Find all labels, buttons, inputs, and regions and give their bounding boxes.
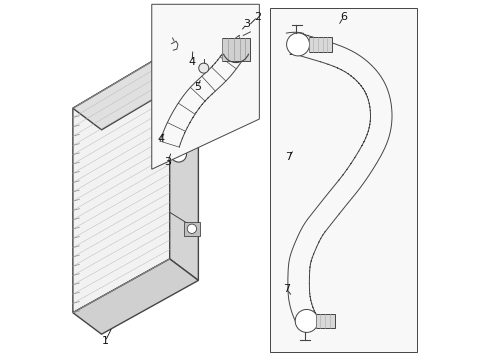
Polygon shape xyxy=(270,8,417,352)
Bar xyxy=(184,222,200,235)
Polygon shape xyxy=(152,4,259,169)
Circle shape xyxy=(199,63,209,73)
Text: 4: 4 xyxy=(157,134,164,144)
Circle shape xyxy=(184,85,202,103)
Circle shape xyxy=(187,224,196,233)
Polygon shape xyxy=(73,259,198,334)
Text: 7: 7 xyxy=(285,152,293,162)
Polygon shape xyxy=(73,51,198,130)
Text: 5: 5 xyxy=(194,82,201,92)
Text: 3: 3 xyxy=(165,157,172,167)
Text: 6: 6 xyxy=(340,12,347,22)
Polygon shape xyxy=(73,51,170,313)
Text: 2: 2 xyxy=(254,12,261,22)
Circle shape xyxy=(171,146,187,162)
Text: 7: 7 xyxy=(283,284,291,294)
Text: 3: 3 xyxy=(244,19,250,29)
Circle shape xyxy=(287,33,310,56)
Bar xyxy=(222,38,250,60)
Circle shape xyxy=(295,310,318,332)
Text: 4: 4 xyxy=(188,57,196,67)
Bar xyxy=(184,107,201,122)
Bar xyxy=(316,314,335,328)
Text: 1: 1 xyxy=(101,336,109,346)
Polygon shape xyxy=(170,51,198,280)
Bar xyxy=(309,37,332,51)
